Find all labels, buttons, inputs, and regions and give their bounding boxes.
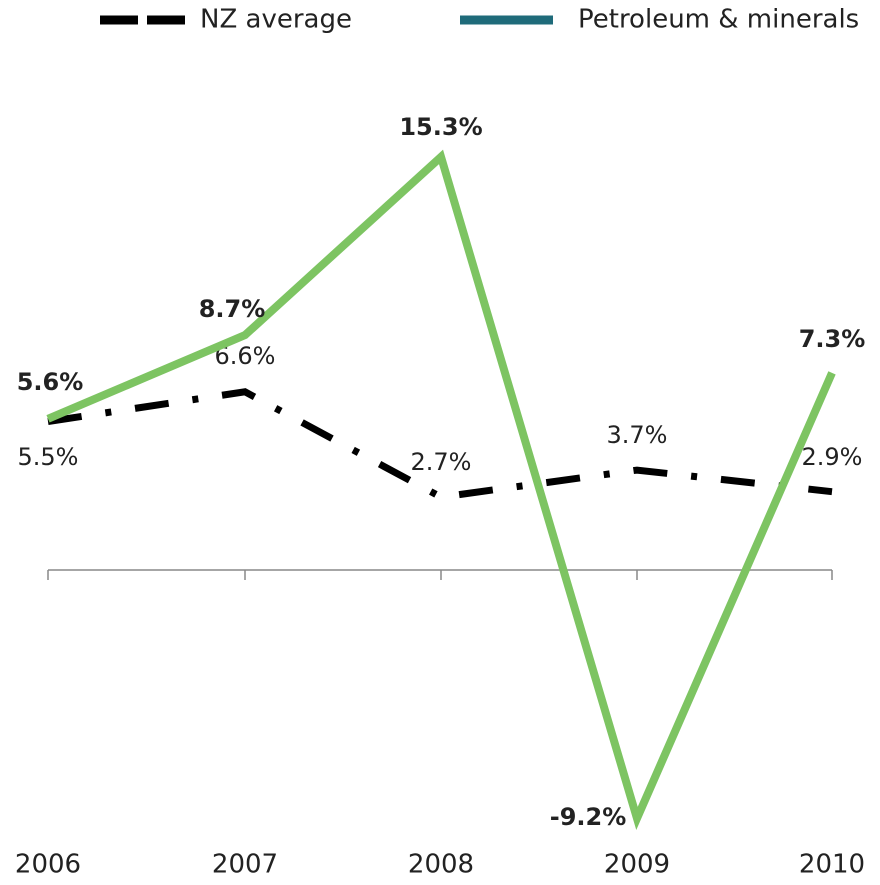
data-label: -9.2% <box>550 803 627 831</box>
data-label: 5.5% <box>18 443 79 471</box>
x-tick-label: 2007 <box>212 850 278 880</box>
data-label: 5.6% <box>17 368 84 396</box>
series-line <box>46 149 836 831</box>
data-label: 7.3% <box>799 325 866 353</box>
legend-label: Petroleum & minerals <box>578 5 859 35</box>
x-tick-label: 2006 <box>15 850 81 880</box>
data-label: 3.7% <box>607 421 668 449</box>
data-label: 15.3% <box>399 113 482 141</box>
data-label: 2.7% <box>411 448 472 476</box>
data-label: 2.9% <box>802 443 863 471</box>
x-tick-label: 2008 <box>408 850 474 880</box>
legend-label: NZ average <box>200 5 352 35</box>
x-tick-label: 2009 <box>604 850 670 880</box>
series-line <box>47 388 833 501</box>
data-label: 8.7% <box>199 295 266 323</box>
x-tick-label: 2010 <box>799 850 865 880</box>
